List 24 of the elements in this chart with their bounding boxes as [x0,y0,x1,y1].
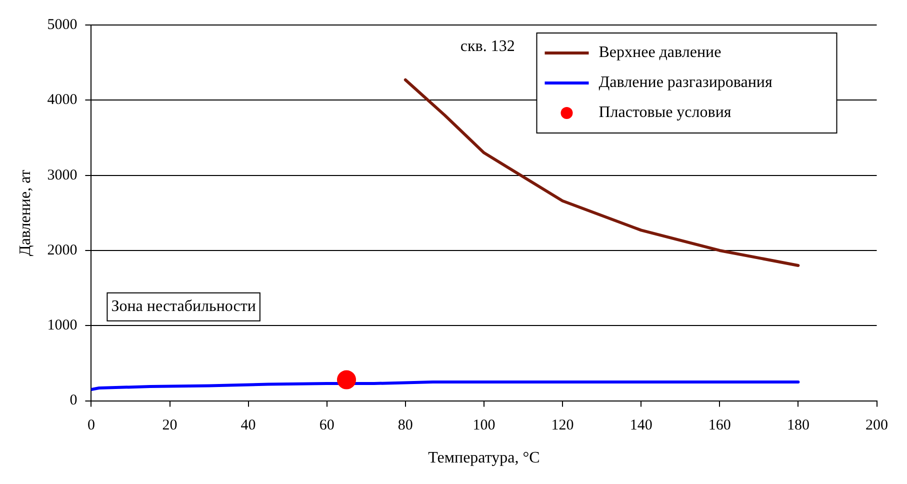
x-tick-label: 180 [786,418,810,434]
x-tick-label: 120 [551,418,574,434]
y-axis-title: Давление, ат [16,170,34,256]
x-tick-label: 0 [87,418,95,434]
x-tick-label: 200 [866,418,888,434]
x-tick-label: 80 [398,418,413,434]
x-tick-label: 60 [319,418,334,434]
x-tick-label: 40 [240,418,256,434]
y-tick-label: 3000 [47,167,78,184]
x-tick-label: 160 [708,418,731,434]
legend-label: Пластовые условия [598,104,732,122]
annotation: Зона нестабильности [111,298,256,316]
legend-label: Давление разгазирования [598,74,773,92]
x-tick-label: 100 [472,418,496,434]
legend-label: Верхнее давление [598,44,722,62]
y-tick-label: 2000 [47,242,78,258]
x-axis-title: Температура, °C [428,450,540,467]
x-tick-label: 140 [630,418,652,434]
x-tick-label: 20 [162,418,178,434]
y-tick-label: 5000 [47,16,78,33]
y-tick-label: 1000 [47,318,78,334]
y-tick-label: 0 [70,392,78,409]
y-tick-label: 4000 [47,92,78,108]
annotation: скв. 132 [460,38,515,56]
